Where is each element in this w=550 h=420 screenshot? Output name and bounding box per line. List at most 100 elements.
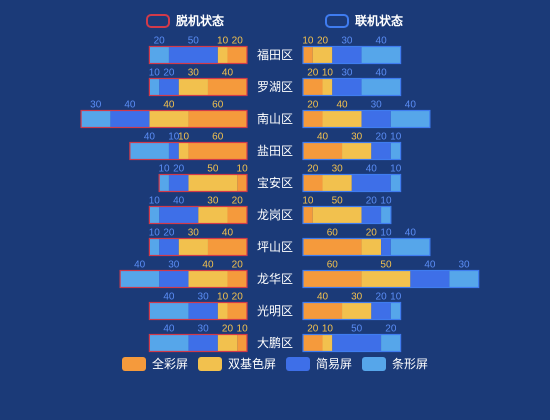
bar-segment bbox=[198, 206, 228, 224]
legend-online[interactable]: 联机状态 bbox=[325, 12, 403, 29]
bar-segment bbox=[381, 238, 391, 256]
bar-segment bbox=[322, 174, 352, 192]
value-label: 20 bbox=[163, 228, 175, 239]
value-label: 40 bbox=[222, 228, 234, 239]
bar-segment bbox=[322, 78, 333, 96]
value-label: 60 bbox=[327, 260, 339, 271]
bar-segment bbox=[312, 46, 333, 64]
bottom-legend: 全彩屏 双基色屏 简易屏 条形屏 bbox=[0, 355, 550, 371]
value-label: 40 bbox=[163, 324, 175, 335]
bar-segment bbox=[322, 334, 333, 352]
category-label: 南山区 bbox=[257, 111, 293, 126]
legend-strip-label: 条形屏 bbox=[392, 357, 429, 371]
bar-segment bbox=[410, 270, 450, 288]
bar-segment bbox=[188, 142, 247, 160]
legend-dual-color[interactable]: 双基色屏 bbox=[198, 355, 276, 372]
bar-segment bbox=[188, 174, 238, 192]
value-label: 10 bbox=[149, 196, 161, 207]
legend-simple-label: 简易屏 bbox=[316, 357, 353, 371]
bar-segment bbox=[449, 270, 479, 288]
bar-segment bbox=[303, 334, 323, 352]
value-label: 50 bbox=[332, 196, 344, 207]
bar-segment bbox=[390, 142, 401, 160]
bar-outline bbox=[302, 45, 402, 65]
value-label: 40 bbox=[405, 100, 417, 111]
bar-segment bbox=[361, 46, 401, 64]
legend-simple[interactable]: 简易屏 bbox=[286, 355, 352, 372]
value-label: 10 bbox=[168, 132, 180, 143]
bar-segment bbox=[303, 46, 313, 64]
top-legend: 脱机状态 联机状态 bbox=[0, 12, 550, 32]
bar-segment bbox=[322, 110, 362, 128]
value-label: 40 bbox=[124, 100, 136, 111]
legend-full-color[interactable]: 全彩屏 bbox=[122, 355, 188, 372]
value-label: 20 bbox=[163, 68, 175, 79]
value-label: 30 bbox=[351, 292, 363, 303]
legend-offline-label: 脱机状态 bbox=[176, 14, 225, 28]
bar-segment bbox=[217, 334, 238, 352]
legend-offline[interactable]: 脱机状态 bbox=[146, 12, 224, 29]
value-label: 30 bbox=[458, 260, 470, 271]
value-label: 10 bbox=[380, 196, 392, 207]
category-label: 盐田区 bbox=[257, 144, 293, 158]
bar-segment bbox=[227, 270, 247, 288]
bar-segment bbox=[303, 142, 343, 160]
value-label: 30 bbox=[351, 132, 363, 143]
value-label: 40 bbox=[173, 196, 185, 207]
bar-outline bbox=[148, 77, 248, 97]
bar-outline bbox=[302, 269, 480, 289]
bar-segment bbox=[207, 238, 247, 256]
value-label: 30 bbox=[207, 196, 219, 207]
value-label: 20 bbox=[232, 260, 244, 271]
value-label: 50 bbox=[188, 36, 200, 47]
value-label: 30 bbox=[188, 228, 200, 239]
bar-segment bbox=[303, 174, 323, 192]
bar-segment bbox=[149, 206, 160, 224]
value-label: 10 bbox=[217, 36, 229, 47]
value-label: 40 bbox=[144, 132, 156, 143]
value-label: 30 bbox=[90, 100, 102, 111]
value-label: 50 bbox=[380, 260, 392, 271]
value-label: 20 bbox=[232, 36, 244, 47]
bar-segment bbox=[371, 142, 391, 160]
value-label: 30 bbox=[341, 36, 353, 47]
legend-online-label: 联机状态 bbox=[355, 14, 404, 28]
bar-segment bbox=[227, 206, 247, 224]
bar-outline bbox=[148, 237, 248, 257]
legend-strip[interactable]: 条形屏 bbox=[362, 355, 428, 372]
bar-segment bbox=[188, 110, 247, 128]
value-label: 10 bbox=[237, 164, 249, 175]
bar-outline bbox=[302, 205, 392, 225]
value-label: 30 bbox=[168, 260, 180, 271]
bar-outline bbox=[302, 77, 402, 97]
bar-segment bbox=[371, 302, 391, 320]
bar-segment bbox=[168, 46, 218, 64]
bar-segment bbox=[188, 270, 228, 288]
category-label: 坪山区 bbox=[257, 240, 293, 254]
value-label: 50 bbox=[351, 324, 363, 335]
value-label: 60 bbox=[212, 100, 224, 111]
bar-segment bbox=[188, 302, 218, 320]
value-label: 30 bbox=[332, 164, 344, 175]
value-label: 30 bbox=[341, 68, 353, 79]
value-label: 20 bbox=[222, 324, 234, 335]
bar-segment bbox=[149, 110, 189, 128]
value-label: 30 bbox=[371, 100, 383, 111]
bar-segment bbox=[237, 174, 247, 192]
value-label: 40 bbox=[163, 292, 175, 303]
bar-segment bbox=[227, 46, 247, 64]
legend-full-color-label: 全彩屏 bbox=[152, 357, 189, 371]
value-label: 40 bbox=[376, 36, 388, 47]
bar-segment bbox=[390, 174, 401, 192]
bar-segment bbox=[178, 78, 208, 96]
category-label: 龙岗区 bbox=[257, 208, 293, 222]
online-swatch bbox=[325, 13, 349, 28]
bar-outline bbox=[302, 173, 402, 193]
bar-outline bbox=[148, 205, 248, 225]
value-label: 20 bbox=[317, 36, 329, 47]
value-label: 10 bbox=[390, 292, 402, 303]
value-label: 20 bbox=[154, 36, 166, 47]
category-label: 光明区 bbox=[257, 304, 293, 318]
full-color-swatch bbox=[122, 356, 146, 371]
